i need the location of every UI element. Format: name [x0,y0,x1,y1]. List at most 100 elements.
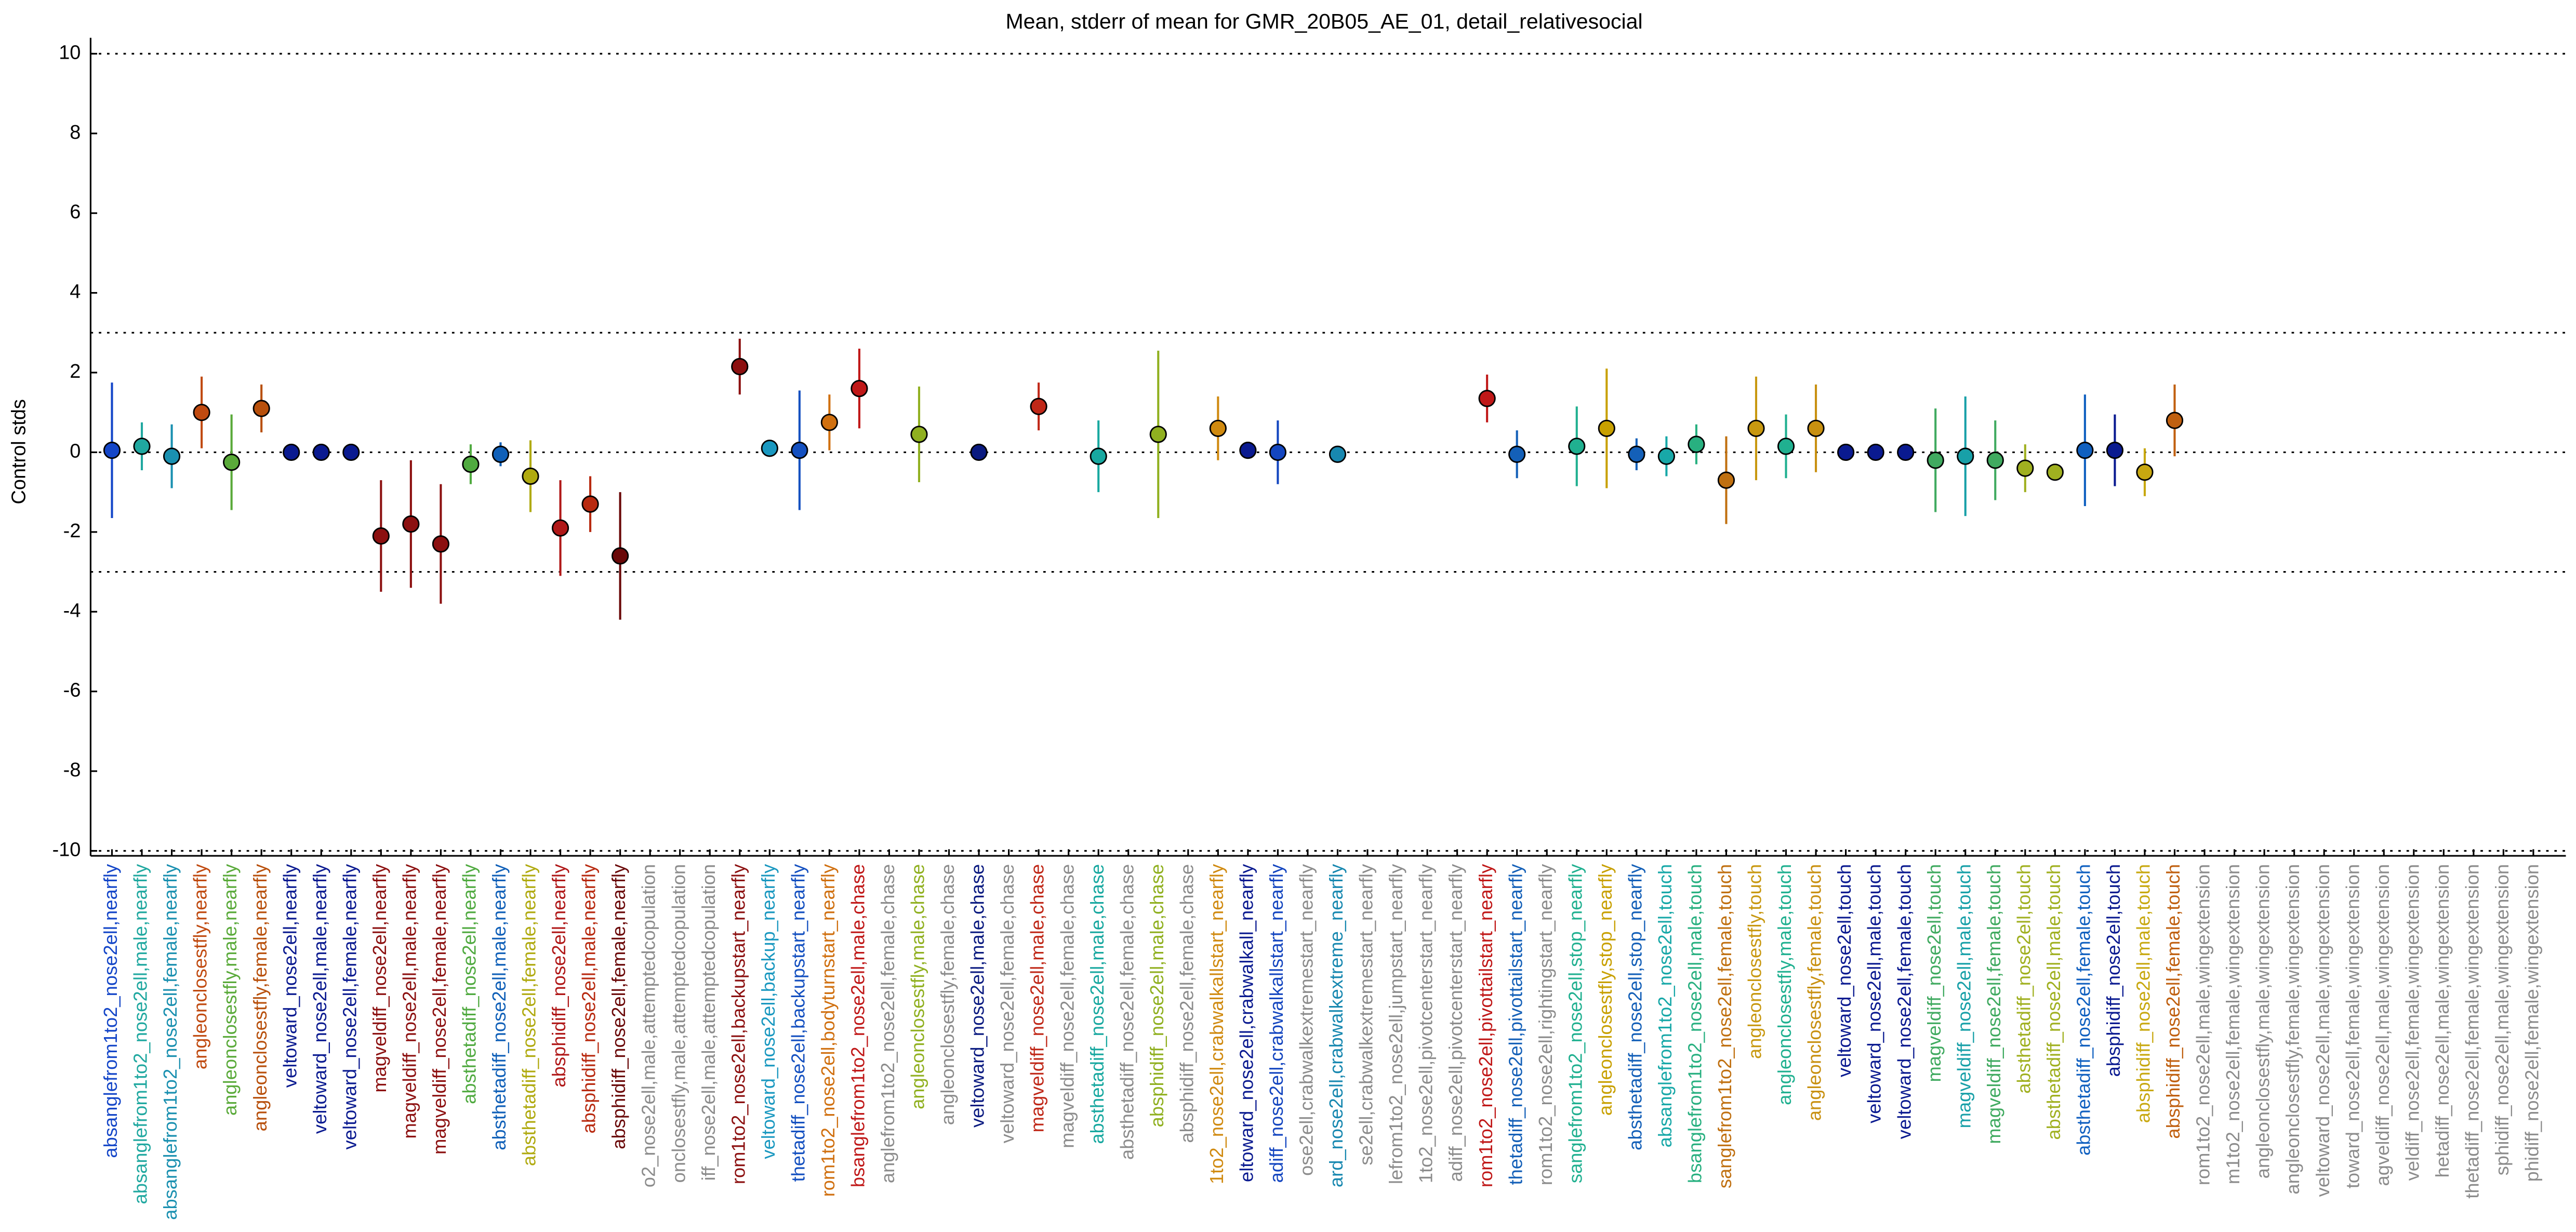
x-tick-label: bsanglefrom1to2_nose2ell,male,touch [1684,864,1706,1183]
mean-marker [1329,445,1347,463]
y-tick-label: -8 [63,759,81,781]
x-tick-label: angleonclosestfly,male,nearfly [219,864,241,1116]
x-tick-label: veltoward_nose2ell,female,touch [1893,864,1915,1139]
mean-marker [1897,443,1915,461]
mean-marker [731,357,749,376]
x-tick-label: absanglefrom1to2_nose2ell,touch [1654,864,1676,1148]
x-tick-label: iff_nose2ell,male,attemptedcopulation [698,864,719,1181]
x-tick-label: thetadiff_nose2ell,pivottailstart_nearfl… [1505,864,1526,1185]
x-tick-label: absthetadiff_nose2ell,stop_nearfly [1624,864,1645,1150]
mean-marker [193,404,210,421]
x-tick-label: se2ell,crabwalkextremestart_nearfly [1356,864,1377,1165]
x-tick-label: angleonclosestfly,stop_nearfly [1595,864,1616,1116]
x-tick-label: agveldiff_nose2ell,male,wingextension [2372,864,2393,1186]
x-tick-label: magveldiff_nose2ell,female,chase [1056,864,1078,1148]
x-tick-label: angleonclosestfly,male,chase [907,864,928,1109]
x-tick-label: absphidiff_nose2ell,male,chase [1146,864,1167,1127]
mean-marker [1717,471,1735,489]
x-tick-label: absthetadiff_nose2ell,male,chase [1086,864,1108,1144]
x-tick-label: adiff_nose2ell,crabwalkallstart_nearfly [1266,864,1287,1183]
x-tick-label: magveldiff_nose2ell,nearfly [369,864,390,1093]
x-tick-label: absphidiff_nose2ell,female,touch [2162,864,2184,1139]
x-tick-label: veltoward_nose2ell,male,nearfly [309,864,330,1134]
x-tick-label: angleonclosestfly,touch [1744,864,1765,1059]
mean-marker [1777,438,1795,455]
y-tick-label: -6 [63,680,81,701]
x-tick-label: absphidiff_nose2ell,male,touch [2133,864,2154,1123]
mean-marker [1747,419,1765,438]
x-tick-label: o2_nose2ell,male,attemptedcopulation [638,864,659,1187]
x-tick-label: toward_nose2ell,female,wingextension [2342,864,2363,1188]
x-tick-label: veltoward_nose2ell,female,nearfly [339,864,360,1149]
x-tick-label: veltoward_nose2ell,male,wingextension [2312,864,2333,1197]
y-tick-label: 6 [70,201,81,223]
mean-marker [1598,419,1615,438]
mean-marker [342,443,360,461]
x-tick-label: absthetadiff_nose2ell,female,nearfly [519,864,540,1166]
mean-marker [492,445,510,463]
x-tick-label: magveldiff_nose2ell,male,nearfly [399,864,420,1138]
mean-marker [1957,447,1974,465]
mean-marker [1478,390,1496,407]
x-tick-label: angleonclosestfly,male,wingextension [2252,864,2274,1178]
y-axis-label: Control stds [8,399,30,504]
x-tick-label: sphidiff_nose2ell,male,wingextension [2491,864,2513,1175]
x-tick-label: absanglefrom1to2_nose2ell,male,nearfly [130,864,151,1204]
y-tick-label: 10 [59,42,81,63]
mean-marker [402,515,420,533]
mean-marker [1867,443,1884,461]
x-tick-label: veltoward_nose2ell,male,chase [967,864,988,1128]
x-tick-label: angleonclosestfly,male,touch [1774,864,1795,1105]
mean-marker [970,443,988,461]
mean-marker [2076,442,2094,459]
mean-marker [2046,463,2064,481]
x-tick-label: absanglefrom1to2_nose2ell,female,nearfly [160,864,181,1220]
y-tick-label: 8 [70,122,81,143]
mean-marker [133,438,151,455]
x-tick-label: hetadiff_nose2ell,male,wingextension [2432,864,2453,1177]
x-tick-label: rom1to2_nose2ell,male,wingextension [2193,864,2214,1185]
x-tick-label: absphidiff_nose2ell,nearfly [548,864,569,1088]
x-tick-label: onclosestfly,male,attemptedcopulation [668,864,689,1183]
x-tick-label: anglefrom1to2_nose2ell,female,chase [877,864,898,1183]
mean-marker [851,380,868,398]
x-tick-label: rom1to2_nose2ell,pivottailstart_nearfly [1475,864,1496,1187]
x-tick-label: adiff_nose2ell,pivotcenterstart_nearfly [1445,864,1466,1182]
x-tick-label: magveldiff_nose2ell,male,touch [1953,864,1974,1128]
x-tick-label: angleonclosestfly,female,wingextension [2282,864,2303,1195]
mean-marker [1508,445,1526,463]
x-tick-label: sanglefrom1to2_nose2ell,female,touch [1714,864,1735,1188]
x-tick-label: veltoward_nose2ell,touch [1834,864,1855,1077]
mean-marker [551,519,569,537]
x-tick-label: absthetadiff_nose2ell,male,touch [2043,864,2064,1140]
x-tick-label: absphidiff_nose2ell,female,nearfly [608,864,629,1149]
x-tick-label: phidiff_nose2ell,female,wingextension [2521,864,2543,1182]
x-tick-label: 1to2_nose2ell,crabwalkallstart_nearfly [1206,864,1227,1184]
x-tick-label: absthetadiff_nose2ell,female,touch [2073,864,2094,1156]
x-tick-label: veltoward_nose2ell,male,touch [1864,864,1885,1123]
y-tick-label: -10 [52,839,81,861]
x-tick-label: absthetadiff_nose2ell,nearfly [459,864,480,1104]
mean-marker [283,443,300,461]
mean-marker [581,495,599,513]
mean-marker [820,414,838,431]
y-tick-label: -4 [63,600,81,621]
mean-marker [223,454,241,471]
mean-marker [253,400,270,417]
x-tick-label: magveldiff_nose2ell,touch [1923,864,1945,1082]
x-tick-label: absphidiff_nose2ell,male,nearfly [578,864,600,1133]
x-tick-label: rom1to2_nose2ell,backupstart_nearfly [727,864,749,1184]
x-tick-label: absthetadiff_nose2ell,male,nearfly [488,864,510,1150]
mean-marker [1269,443,1286,461]
x-tick-label: magveldiff_nose2ell,female,touch [1983,864,2004,1144]
mean-marker [372,527,390,545]
mean-marker [522,467,539,485]
mean-marker [2136,463,2154,481]
mean-marker [1568,438,1586,455]
mean-marker [312,443,330,461]
x-tick-label: rom1to2_nose2ell,bodyturnstart_nearfly [817,864,839,1197]
x-tick-label: angleonclosestfly,female,touch [1804,864,1825,1121]
mean-marker [1807,419,1825,438]
x-tick-label: absthetadiff_nose2ell,touch [2013,864,2034,1094]
